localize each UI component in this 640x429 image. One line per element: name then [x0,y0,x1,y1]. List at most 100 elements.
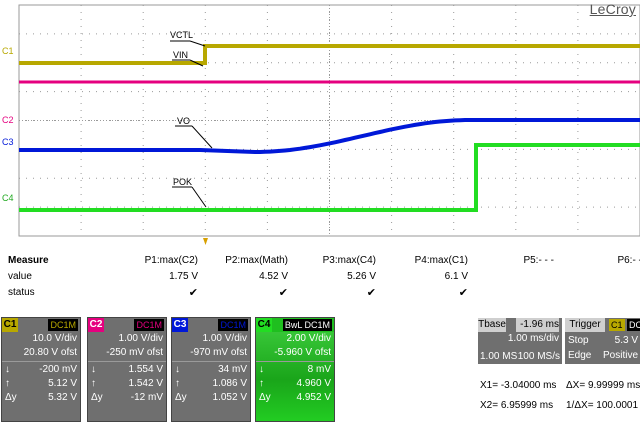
trigger-level: 5.3 V [614,335,638,346]
channel-cursor-down-value: 34 mV [218,364,247,375]
channel-delta-y-value: -12 mV [130,392,163,403]
measure-value-label: value [8,271,32,282]
channel-delta-y: Δy 4.952 V [256,391,334,405]
measure-status-p2: ✔ [278,287,288,299]
channel-panel-c3[interactable]: C3 DC1M 1.00 V/div -970 mV ofst ↓ 34 mV ↑ 1.086… [171,317,251,422]
timebase-label: Tbase [478,318,506,332]
trigger-type: Edge [568,350,592,361]
vo-trace [19,118,640,154]
channel-offset-value: 20.80 V ofst [23,347,77,358]
svg-text:POK: POK [173,177,192,187]
channel-cursor-down-symbol: ↓ [5,364,10,375]
vo-label: VO [175,116,213,149]
pok-trace [19,143,640,212]
channel-cursor-down-symbol: ↓ [91,364,96,375]
trigger-time-marker [203,238,208,245]
measure-value-p3: 5.26 V [347,271,376,282]
trigger-panel[interactable]: Trigger C1 DC Stop 5.3 V Edge Positive [565,318,640,364]
trigger-channel: C1 [609,319,625,331]
channel-delta-y: Δy 1.052 V [172,391,250,405]
channel-offset: -250 mV ofst [88,346,166,360]
channel-cursor-down-value: 1.554 V [128,364,163,375]
channel-offset: -5.960 V ofst [256,346,334,360]
channel-delta-y-value: 5.32 V [48,392,77,403]
svg-text:VCTL: VCTL [170,30,193,40]
trigger-mode: Stop [568,335,589,346]
graticule [18,4,640,237]
trigger-coupling: DC [627,319,640,331]
measure-name-p5[interactable]: P5:- - - [523,255,554,266]
vin-label: VIN [172,50,204,67]
channel-vdiv: 2.00 V/div [256,332,334,346]
timebase-value: -1.96 ms [516,318,559,332]
timebase-rate: 100 MS/s [517,351,560,362]
channel-tag: C3 [172,318,188,332]
cursor-frequency: 1/ΔX= 100.0001 Hz [566,400,640,411]
channel-vdiv: 1.00 V/div [88,332,166,346]
cursor-x2: X2= 6.95999 ms [480,400,554,411]
channel-cursor-down-symbol: ↓ [175,364,180,375]
channel-coupling: BwL DC1M [282,319,332,331]
channel-tag: C1 [2,318,18,332]
channel-vdiv: 10.0 V/div [2,332,80,346]
brand-logo: LeCroy [589,1,636,17]
channel-offset-value: -5.960 V ofst [274,347,331,358]
channel-offset: 20.80 V ofst [2,346,80,360]
measure-name-p1[interactable]: P1:max(C2) [144,255,198,266]
waveform-display: VCTL VIN VO POK C1 C2 C3 C4 [2,4,640,245]
channel-coupling: DC1M [48,319,78,331]
measure-name-p2[interactable]: P2:max(Math) [225,255,288,266]
timebase-panel[interactable]: Tbase -1.96 ms 1.00 ms/div [478,318,562,350]
channel-cursor-up: ↑ 1.542 V [88,377,166,391]
svg-text:C4: C4 [2,193,14,203]
timebase-acq: 1.00 MS 100 MS/s [478,350,562,364]
channel-cursor-up-symbol: ↑ [91,378,96,389]
measure-name-p4[interactable]: P4:max(C1) [414,255,468,266]
c3-marker[interactable]: C3 [2,137,14,147]
channel-cursor-up: ↑ 1.086 V [172,377,250,391]
measure-title: Measure [8,255,49,266]
channel-cursor-up-value: 1.086 V [212,378,247,389]
channel-vdiv-value: 1.00 V/div [118,333,163,344]
channel-coupling: DC1M [134,319,164,331]
c1-marker[interactable]: C1 [2,46,14,56]
trigger-label: Trigger [565,318,605,332]
measure-status-p3: ✔ [366,287,376,299]
c2-marker[interactable]: C2 [2,115,14,125]
measure-name-p6[interactable]: P6:- - - [617,255,640,266]
channel-cursor-up-symbol: ↑ [175,378,180,389]
vctl-label: VCTL [170,30,206,47]
channel-vdiv-value: 10.0 V/div [32,333,77,344]
timebase-div: 1.00 ms/div [507,333,559,344]
channel-offset-value: -970 mV ofst [190,347,247,358]
measure-status-p4: ✔ [458,287,468,299]
svg-text:VIN: VIN [173,50,188,60]
channel-cursor-down: ↓ -200 mV [2,363,80,377]
trigger-slope: Positive [602,350,638,361]
vctl-trace [19,44,640,65]
channel-cursor-down-value: 8 mV [307,364,331,375]
channel-vdiv: 1.00 V/div [172,332,250,346]
measure-status-p1: ✔ [188,287,198,299]
channel-delta-y-symbol: Δy [91,392,103,403]
channel-panel-c2[interactable]: C2 DC1M 1.00 V/div -250 mV ofst ↓ 1.554 V ↑ 1.5… [87,317,167,422]
svg-text:C3: C3 [2,137,14,147]
channel-panel-c1[interactable]: C1 DC1M 10.0 V/div 20.80 V ofst ↓ -200 mV ↑ 5.1… [1,317,81,422]
measure-value-p4: 6.1 V [444,271,468,282]
channel-cursor-up: ↑ 4.960 V [256,377,334,391]
channel-cursor-up-value: 1.542 V [128,378,163,389]
channel-cursor-up-symbol: ↑ [259,378,264,389]
c4-marker[interactable]: C4 [2,193,14,203]
channel-delta-y-value: 1.052 V [212,392,247,403]
measure-name-p3[interactable]: P3:max(C4) [322,255,376,266]
channel-delta-y-value: 4.952 V [296,392,331,403]
channel-tag: C4 [256,318,272,332]
timebase-points: 1.00 MS [480,351,518,362]
channel-vdiv-value: 2.00 V/div [286,333,331,344]
svg-text:VO: VO [177,116,190,126]
channel-panel-c4[interactable]: C4 BwL DC1M 2.00 V/div -5.960 V ofst ↓ 8 mV ↑ 4… [255,317,335,422]
channel-vdiv-value: 1.00 V/div [202,333,247,344]
channel-cursor-down-value: -200 mV [39,364,77,375]
channel-delta-y: Δy 5.32 V [2,391,80,405]
channel-cursor-down: ↓ 8 mV [256,363,334,377]
